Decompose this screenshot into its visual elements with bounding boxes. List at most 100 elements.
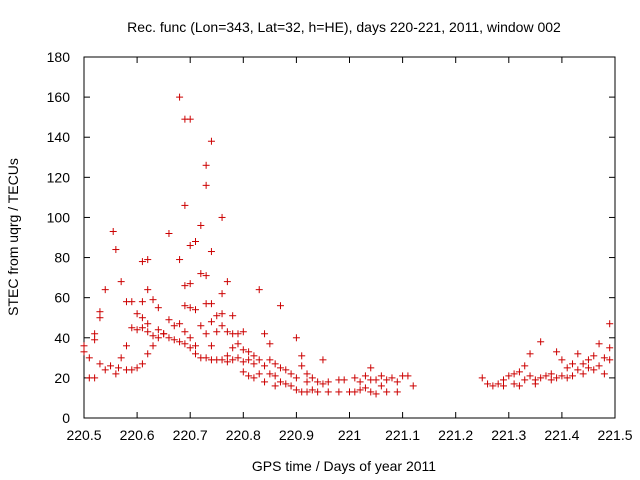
axis-ticks [83,56,616,419]
data-point [213,328,221,336]
data-point [154,326,162,334]
data-point [372,390,380,398]
x-tick-label: 221.5 [597,427,632,443]
data-point [563,374,571,382]
data-point [218,310,226,318]
data-point [521,362,529,370]
data-point [234,340,242,348]
y-tick-label: 20 [54,370,70,386]
data-point [515,368,523,376]
data-point [569,360,577,368]
data-point [181,201,189,209]
data-point [404,372,412,380]
data-point [239,346,247,354]
data-point [600,354,608,362]
data-point [186,344,194,352]
data-point [590,366,598,374]
data-point [101,366,109,374]
data-point [202,354,210,362]
data-point [181,282,189,290]
data-point [388,374,396,382]
x-tick-label: 220.7 [173,427,208,443]
data-point [218,356,226,364]
data-point [584,356,592,364]
data-point [255,356,263,364]
data-point [367,364,375,372]
data-point [271,360,279,368]
data-point [393,388,401,396]
data-point [181,340,189,348]
data-point [526,372,534,380]
x-tick-label: 221.1 [385,427,420,443]
data-point [276,378,284,386]
data-point [165,334,173,342]
data-point [266,370,274,378]
data-point [202,272,210,280]
data-point [176,93,184,101]
data-point [128,324,136,332]
data-point [149,342,157,350]
data-point [515,382,523,390]
data-point [558,356,566,364]
data-point [138,258,146,266]
data-point [319,356,327,364]
data-point [250,360,258,368]
data-point [255,370,263,378]
y-tick-label: 40 [54,330,70,346]
y-tick-label: 140 [47,129,71,145]
data-point [133,364,141,372]
data-point [144,256,152,264]
data-point [117,354,125,362]
data-point [229,312,237,320]
data-point [138,360,146,368]
data-point [91,374,99,382]
data-point [547,370,555,378]
data-point [96,360,104,368]
data-point [499,376,507,384]
data-point [383,388,391,396]
data-point [574,366,582,374]
data-point [239,368,247,376]
data-point [80,348,88,356]
y-tick-label: 60 [54,290,70,306]
y-tick-labels: 0 20 40 60 80 100 120 140 160 180 [47,49,71,426]
data-point [499,382,507,390]
data-point [584,364,592,372]
data-point [186,242,194,250]
data-point [292,374,300,382]
data-point [563,364,571,372]
data-point [192,238,200,246]
data-point [266,340,274,348]
data-point [531,380,539,388]
data-point [144,286,152,294]
y-tick-label: 0 [62,410,70,426]
data-point [409,382,417,390]
data-point [537,374,545,382]
data-point [223,278,231,286]
data-point [223,352,231,360]
data-point [101,286,109,294]
data-point [144,328,152,336]
data-point [176,338,184,346]
data-point [96,308,104,316]
data-point [170,322,178,330]
x-axis-label: GPS time / Days of year 2011 [252,458,436,474]
data-point [340,376,348,384]
data-point [356,386,364,394]
x-tick-labels: 220.5 220.6 220.7 220.8 220.9 221 221.1 221.2 22… [66,427,632,443]
data-point [303,370,311,378]
x-tick-label: 220.8 [226,427,261,443]
data-point [271,382,279,390]
data-point [192,350,200,358]
data-point [383,376,391,384]
y-axis-label: STEC from uqrg / TECUs [5,158,21,316]
data-point [186,115,194,123]
data-point [590,352,598,360]
data-point [234,354,242,362]
x-tick-label: 221.4 [544,427,579,443]
data-point [510,380,518,388]
data-point [595,340,603,348]
data-point [308,386,316,394]
plot-frame [83,56,616,419]
